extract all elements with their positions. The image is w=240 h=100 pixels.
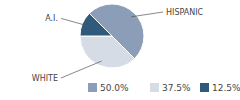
slice-label: HISPANIC: [166, 8, 204, 17]
legend-swatch: [88, 83, 97, 92]
slice-label: A.I.: [45, 14, 58, 23]
slices: [80, 4, 144, 68]
slice-label: WHITE: [32, 74, 58, 83]
legend-label: 12.5%: [212, 83, 240, 93]
legend-swatch: [200, 83, 209, 92]
leader-line: [61, 61, 102, 78]
legend-label: 50.0%: [100, 83, 129, 93]
leader-line: [61, 18, 87, 25]
leader-line: [131, 12, 163, 17]
pie-slice: [80, 36, 135, 68]
legend: 50.0% 37.5% 12.5%: [88, 83, 240, 93]
chart: HISPANIC WHITE A.I. 50.0% 37.5% 12.5%: [0, 0, 240, 100]
slice-labels: HISPANIC WHITE A.I.: [32, 8, 204, 83]
legend-label: 37.5%: [162, 83, 191, 93]
legend-swatch: [150, 83, 159, 92]
